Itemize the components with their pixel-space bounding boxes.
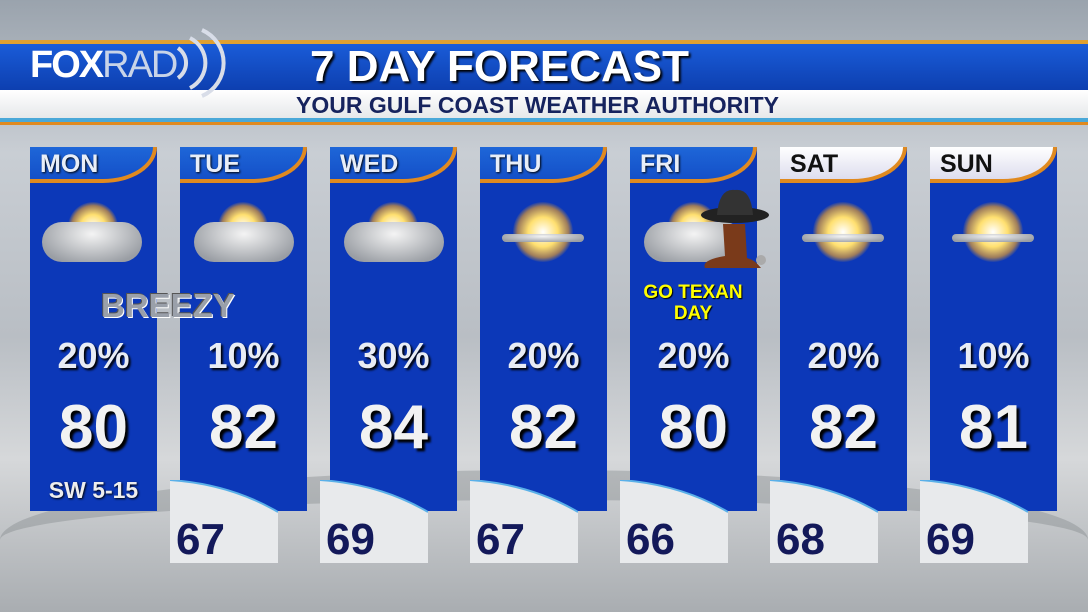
precip-chance: 20% bbox=[57, 335, 130, 376]
low-temp-box: 69 bbox=[320, 480, 428, 564]
mostly-cloudy-icon bbox=[38, 192, 148, 277]
low-temp: 69 bbox=[326, 515, 375, 564]
day-panel-sat: SAT 20% 82 bbox=[780, 147, 907, 511]
mostly-sunny-icon bbox=[488, 192, 598, 277]
day-panel-mon: MON 20% 80 SW 5-15 bbox=[30, 147, 157, 511]
day-panel-sun: SUN 10% 81 bbox=[930, 147, 1057, 511]
partly-cloudy-icon bbox=[338, 192, 448, 277]
high-temp: 80 bbox=[659, 393, 728, 462]
day-label: MON bbox=[30, 147, 157, 183]
low-temp: 69 bbox=[926, 515, 975, 564]
day-panel-thu: THU 20% 82 bbox=[480, 147, 607, 511]
low-temp-box: 66 bbox=[620, 480, 728, 564]
cowboy-boot-hat-icon bbox=[701, 189, 769, 268]
low-box-curve bbox=[320, 480, 428, 513]
low-box-curve bbox=[620, 480, 728, 513]
low-temp: 66 bbox=[626, 515, 675, 564]
mostly-sunny-icon bbox=[938, 192, 1048, 277]
mostly-sunny-icon bbox=[788, 192, 898, 277]
high-temp: 82 bbox=[809, 393, 878, 462]
day-label: SUN bbox=[930, 147, 1057, 183]
logo-rad: RAD bbox=[102, 44, 178, 86]
precip-chance: 20% bbox=[807, 335, 880, 376]
low-box-curve bbox=[470, 480, 578, 513]
day-label: TUE bbox=[180, 147, 307, 183]
page-subtitle: YOUR GULF COAST WEATHER AUTHORITY bbox=[296, 92, 779, 118]
precip-chance: 10% bbox=[207, 335, 280, 376]
low-temp-box: 67 bbox=[170, 480, 278, 564]
high-temp: 82 bbox=[209, 393, 278, 462]
day-label: SAT bbox=[780, 147, 907, 183]
precip-chance: 10% bbox=[957, 335, 1030, 376]
precip-chance: 20% bbox=[657, 335, 730, 376]
subtitle-bar bbox=[0, 90, 1088, 122]
radar-waves-icon bbox=[176, 28, 226, 98]
day-label: THU bbox=[480, 147, 607, 183]
page-title: 7 DAY FORECAST bbox=[310, 42, 689, 91]
low-temp: 68 bbox=[776, 515, 825, 564]
logo-fox: FOX bbox=[30, 44, 104, 86]
low-temp-box: 67 bbox=[470, 480, 578, 564]
go-texan-day-note: GO TEXAN DAY bbox=[643, 282, 743, 324]
high-temp: 81 bbox=[959, 393, 1028, 462]
precip-chance: 20% bbox=[507, 335, 580, 376]
low-temp-box: 68 bbox=[770, 480, 878, 564]
day-panel-wed: WED 30% 84 bbox=[330, 147, 457, 511]
high-temp: 84 bbox=[359, 393, 428, 462]
low-box-curve bbox=[920, 480, 1028, 513]
low-box-curve bbox=[770, 480, 878, 513]
breezy-note: BREEZY bbox=[101, 287, 235, 324]
high-temp: 82 bbox=[509, 393, 578, 462]
day-label: FRI bbox=[630, 147, 757, 183]
foxrad-logo: FOXRAD bbox=[30, 44, 178, 87]
high-temp: 80 bbox=[59, 393, 128, 462]
day-panel-tue: TUE 10% 82 bbox=[180, 147, 307, 511]
wind: SW 5-15 bbox=[48, 477, 139, 503]
low-temp: 67 bbox=[476, 515, 525, 564]
low-temp-box: 69 bbox=[920, 480, 1028, 564]
low-temp: 67 bbox=[176, 515, 225, 564]
partly-cloudy-icon bbox=[188, 192, 298, 277]
low-box-curve bbox=[170, 480, 278, 513]
day-label: WED bbox=[330, 147, 457, 183]
precip-chance: 30% bbox=[357, 335, 430, 376]
